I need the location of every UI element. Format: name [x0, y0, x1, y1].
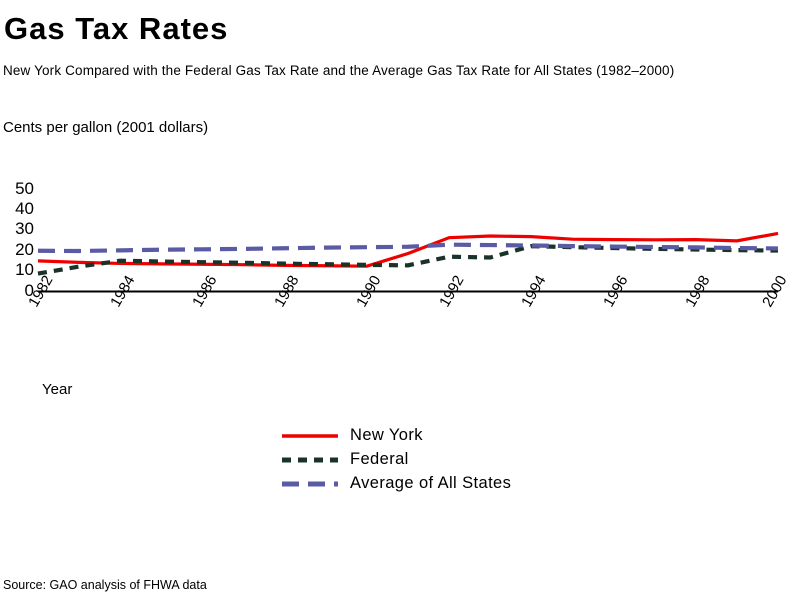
y-tick-label: 20: [15, 240, 34, 259]
chart-legend: New York Federal Average of All States: [282, 423, 511, 495]
legend-item[interactable]: Average of All States: [282, 471, 511, 495]
legend-item[interactable]: New York: [282, 423, 511, 447]
legend-swatch-icon: [282, 429, 338, 441]
legend-swatch-icon: [282, 453, 338, 465]
y-tick-label: 10: [15, 260, 34, 279]
x-axis-title: Year: [42, 381, 73, 398]
page-title: Gas Tax Rates: [4, 11, 229, 46]
legend-label: Federal: [350, 450, 409, 468]
source-note: Source: GAO analysis of FHWA data: [3, 578, 207, 592]
legend-label: Average of All States: [350, 474, 512, 492]
series-line-average-of-all-states: [37, 242, 779, 254]
chart-subtitle: New York Compared with the Federal Gas T…: [3, 63, 675, 78]
legend-item[interactable]: Federal: [282, 447, 511, 471]
y-tick-label: 50: [15, 179, 34, 198]
y-axis-title: Cents per gallon (2001 dollars): [3, 119, 209, 136]
y-tick-label: 40: [15, 199, 34, 218]
y-tick-label: 0: [24, 281, 34, 300]
legend-label: New York: [350, 426, 423, 444]
series-line-federal: [37, 244, 779, 276]
series-line-new-york: [37, 231, 779, 268]
data-series-group: [37, 231, 779, 276]
y-tick-label: 30: [15, 219, 34, 238]
legend-swatch-icon: [282, 477, 338, 489]
